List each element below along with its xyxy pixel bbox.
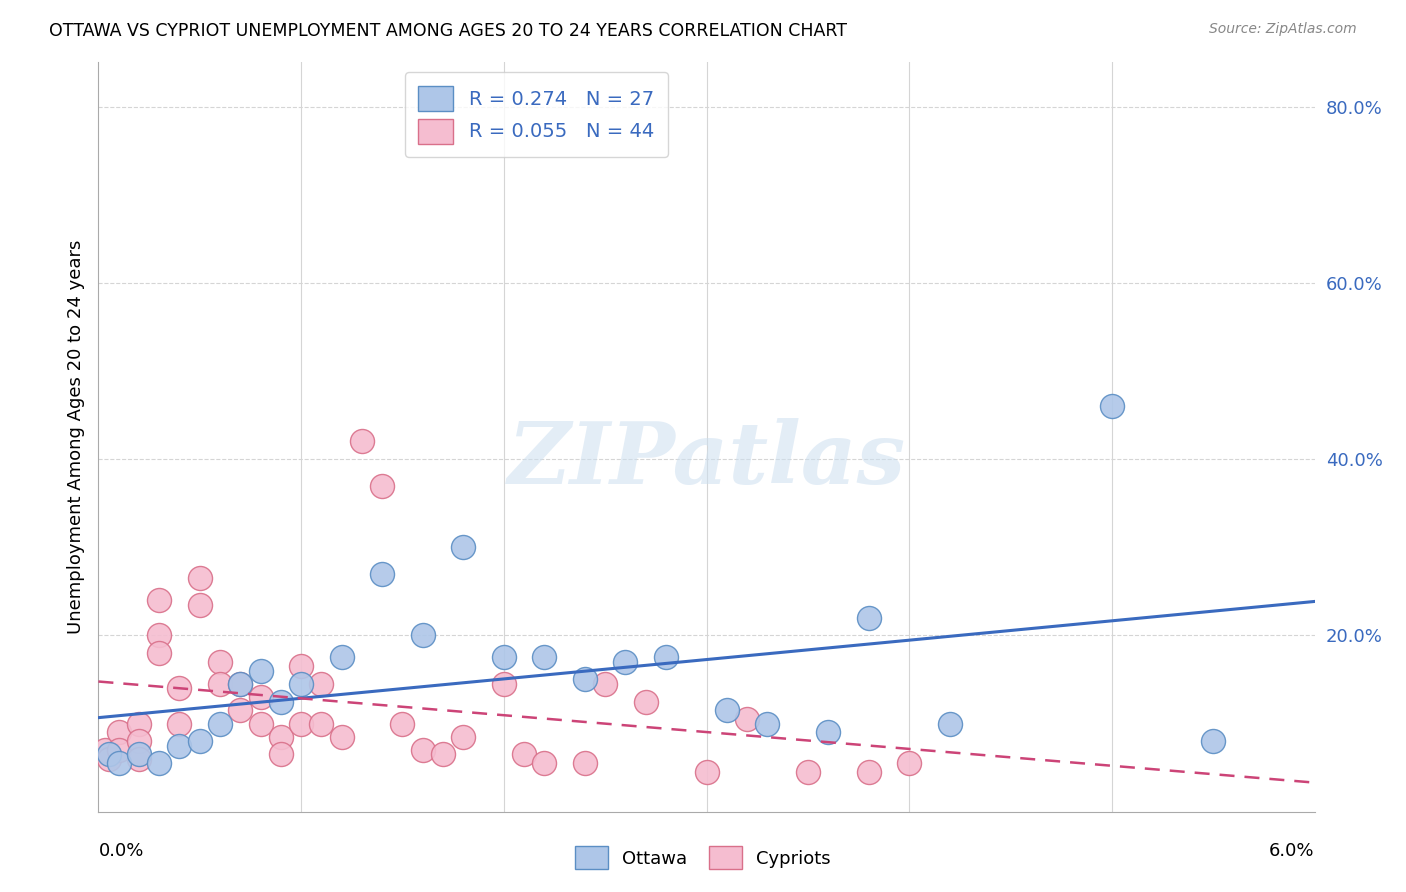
Point: [634, 694, 657, 708]
Point: [412, 628, 434, 642]
Text: Source: ZipAtlas.com: Source: ZipAtlas.com: [1209, 22, 1357, 37]
Point: [270, 730, 292, 744]
Text: 0.0%: 0.0%: [98, 842, 143, 860]
Point: [249, 716, 271, 731]
Point: [593, 677, 616, 691]
Point: [169, 716, 191, 731]
Point: [290, 659, 312, 673]
Point: [97, 752, 120, 766]
Point: [371, 478, 394, 492]
Point: [107, 743, 129, 757]
Point: [93, 743, 115, 757]
Point: [209, 677, 232, 691]
Point: [330, 730, 353, 744]
Point: [188, 598, 211, 612]
Point: [492, 650, 515, 665]
Point: [1101, 399, 1123, 413]
Point: [655, 650, 678, 665]
Point: [716, 703, 738, 717]
Point: [330, 650, 353, 665]
Point: [249, 690, 271, 705]
Point: [574, 673, 596, 687]
Point: [270, 747, 292, 762]
Y-axis label: Unemployment Among Ages 20 to 24 years: Unemployment Among Ages 20 to 24 years: [66, 240, 84, 634]
Point: [148, 756, 170, 771]
Point: [756, 716, 779, 731]
Point: [797, 765, 820, 780]
Legend: R = 0.274   N = 27, R = 0.055   N = 44: R = 0.274 N = 27, R = 0.055 N = 44: [405, 72, 668, 157]
Point: [169, 739, 191, 753]
Point: [350, 434, 373, 449]
Point: [696, 765, 718, 780]
Text: OTTAWA VS CYPRIOT UNEMPLOYMENT AMONG AGES 20 TO 24 YEARS CORRELATION CHART: OTTAWA VS CYPRIOT UNEMPLOYMENT AMONG AGE…: [49, 22, 848, 40]
Point: [290, 716, 312, 731]
Point: [858, 765, 880, 780]
Point: [209, 716, 232, 731]
Point: [432, 747, 454, 762]
Point: [533, 650, 555, 665]
Point: [492, 677, 515, 691]
Point: [533, 756, 555, 771]
Point: [209, 655, 232, 669]
Point: [574, 756, 596, 771]
Point: [229, 677, 252, 691]
Point: [453, 730, 475, 744]
Point: [371, 566, 394, 581]
Point: [169, 681, 191, 696]
Point: [1202, 734, 1225, 748]
Point: [614, 655, 637, 669]
Point: [188, 734, 211, 748]
Point: [311, 677, 333, 691]
Point: [188, 571, 211, 585]
Point: [107, 725, 129, 739]
Point: [148, 593, 170, 607]
Point: [858, 611, 880, 625]
Point: [107, 756, 129, 771]
Point: [97, 747, 120, 762]
Point: [128, 716, 150, 731]
Point: [453, 541, 475, 555]
Point: [148, 628, 170, 642]
Point: [270, 694, 292, 708]
Point: [412, 743, 434, 757]
Point: [249, 664, 271, 678]
Point: [391, 716, 413, 731]
Point: [229, 703, 252, 717]
Point: [817, 725, 839, 739]
Point: [898, 756, 921, 771]
Point: [229, 677, 252, 691]
Point: [148, 646, 170, 660]
Point: [128, 734, 150, 748]
Point: [513, 747, 536, 762]
Text: ZIPatlas: ZIPatlas: [508, 417, 905, 501]
Point: [311, 716, 333, 731]
Point: [939, 716, 962, 731]
Point: [128, 747, 150, 762]
Point: [128, 752, 150, 766]
Legend: Ottawa, Cypriots: Ottawa, Cypriots: [567, 838, 839, 879]
Point: [735, 712, 758, 726]
Point: [290, 677, 312, 691]
Text: 6.0%: 6.0%: [1270, 842, 1315, 860]
